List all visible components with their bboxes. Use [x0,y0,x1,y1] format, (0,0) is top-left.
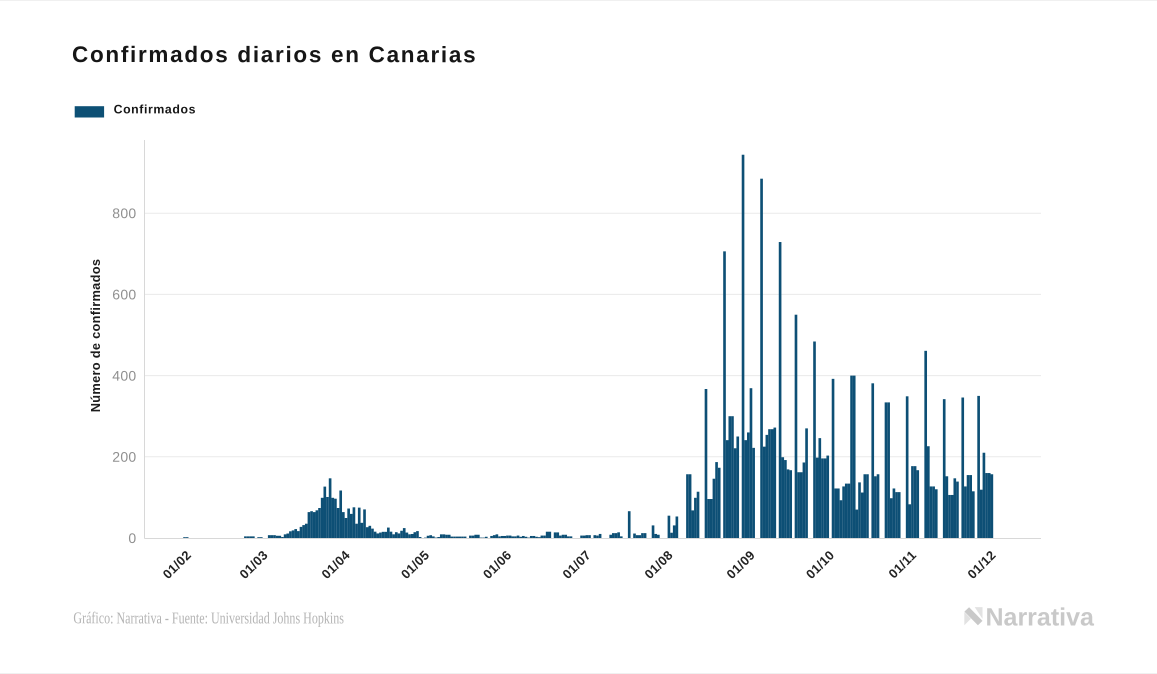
svg-text:0: 0 [128,530,136,546]
svg-text:Confirmados: Confirmados [114,102,196,116]
svg-text:600: 600 [112,286,136,302]
svg-text:Narrativa: Narrativa [985,604,1095,632]
svg-text:200: 200 [112,449,136,465]
svg-text:Número de confirmados: Número de confirmados [88,259,103,413]
svg-text:Gráfico: Narrativa - Fuente: U: Gráfico: Narrativa - Fuente: Universidad… [73,608,344,627]
svg-text:800: 800 [112,205,136,221]
svg-text:400: 400 [112,368,136,384]
svg-text:Confirmados diarios en Canaria: Confirmados diarios en Canarias [72,42,477,67]
